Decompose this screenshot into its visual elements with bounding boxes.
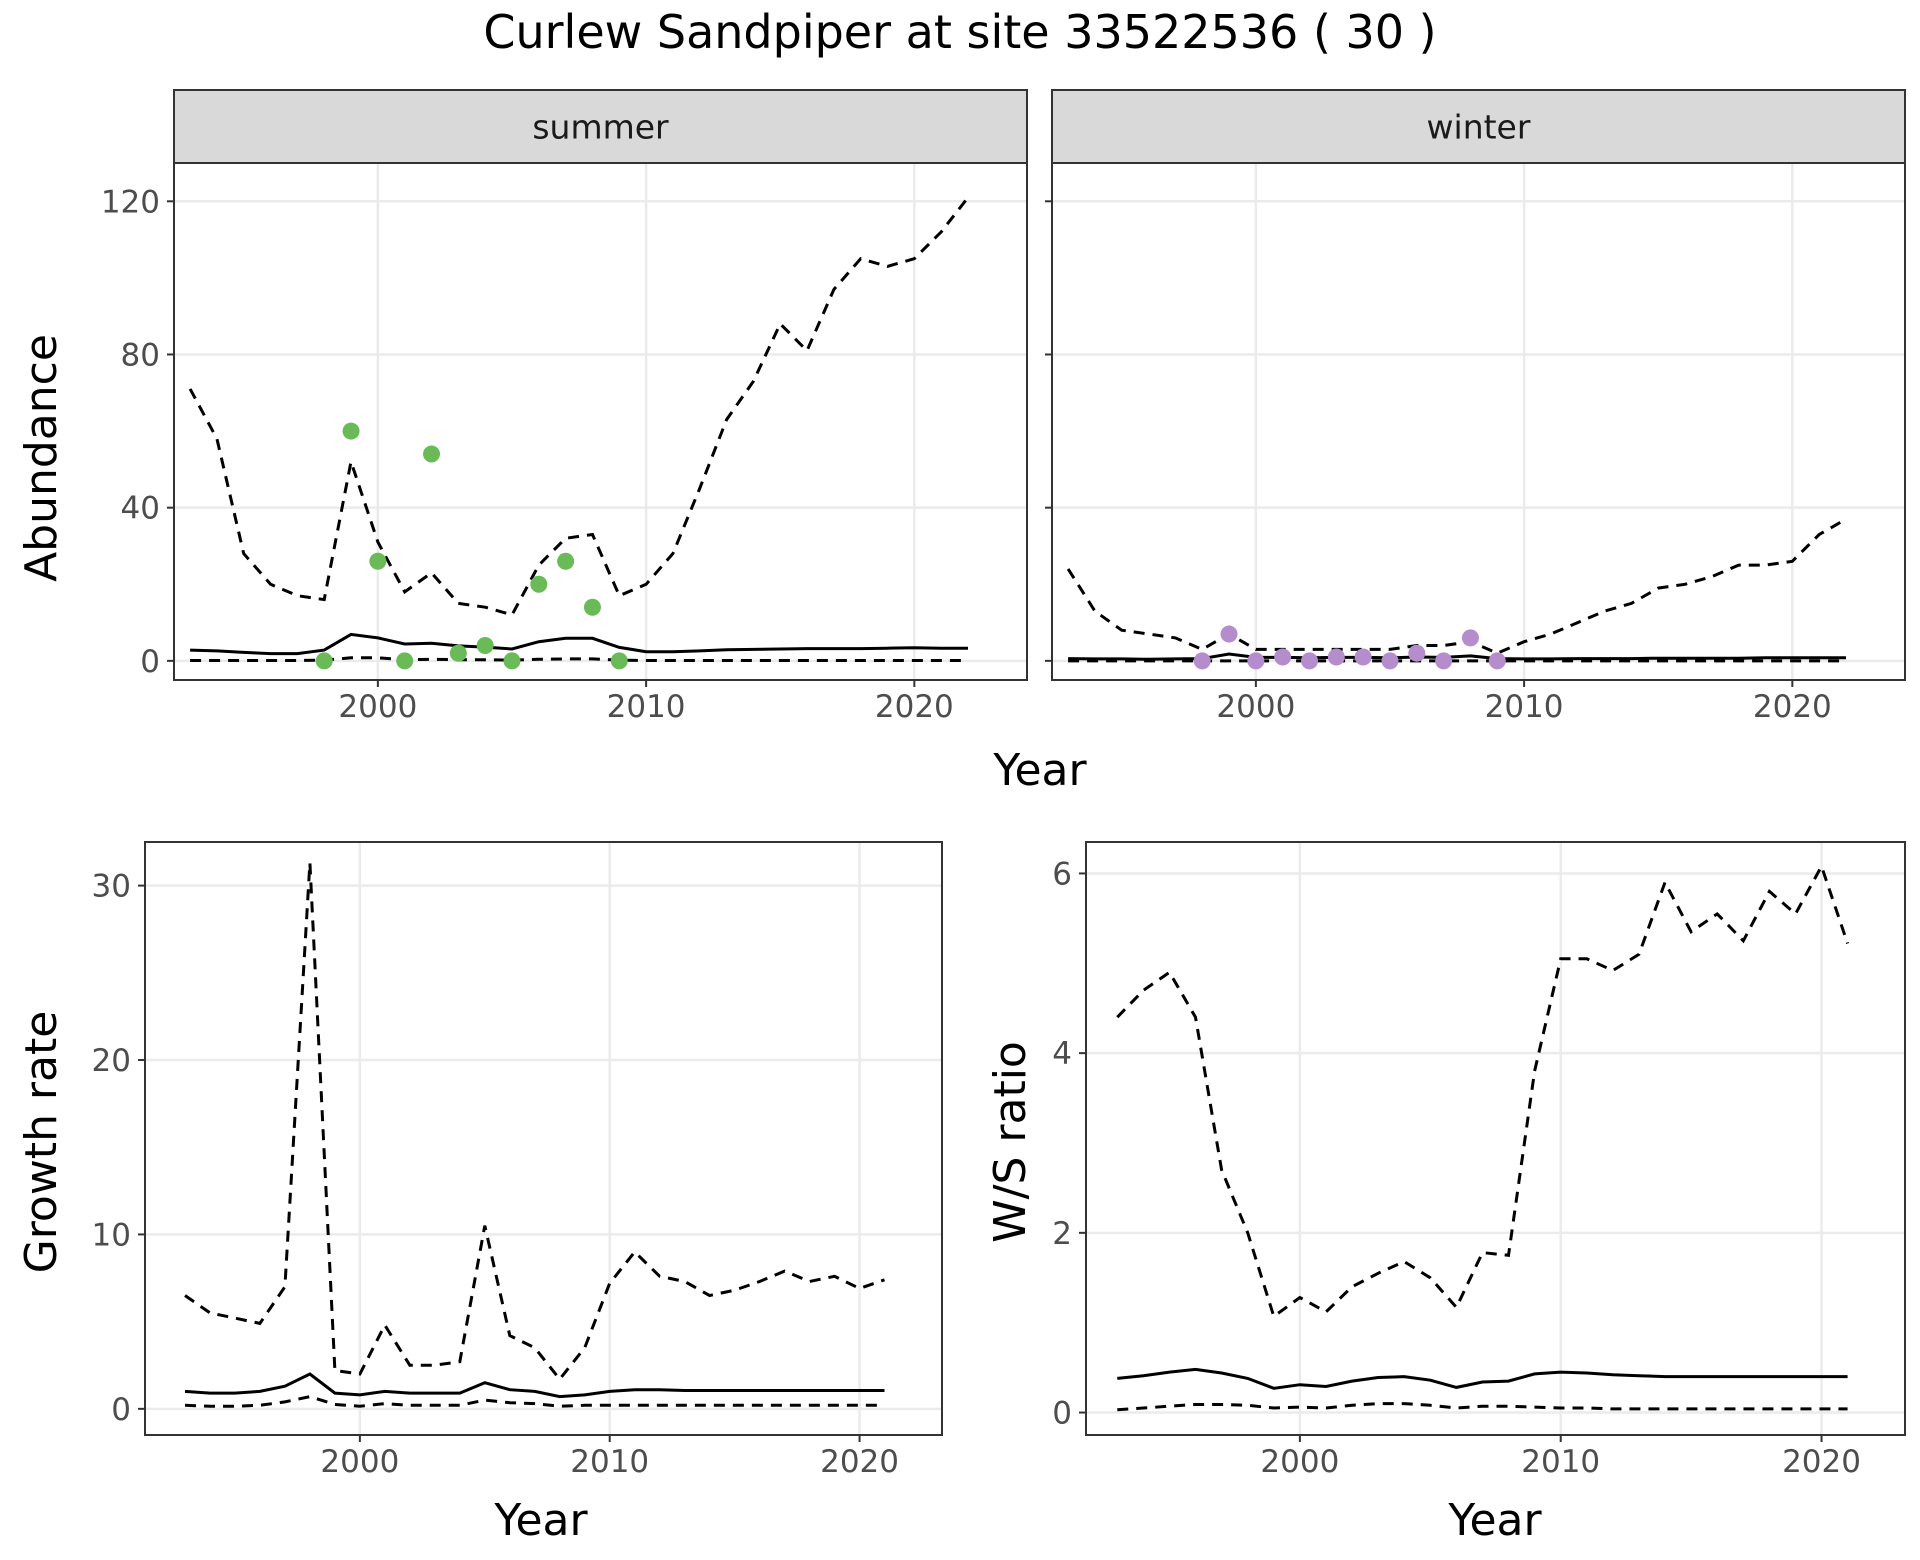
- growth-y-tick-label: 0: [111, 1392, 131, 1428]
- winter-observation-point: [1247, 652, 1265, 670]
- abundance-winter-panel: winter 2000 2010 2020: [1045, 89, 1906, 725]
- summer-x-tick-label: 2020: [875, 689, 954, 725]
- growth-lower-ci-line: [184, 1395, 885, 1408]
- winter-observation-point: [1435, 652, 1453, 670]
- winter-observation-point: [1327, 648, 1345, 666]
- winter-observation-point: [1193, 652, 1211, 670]
- growth-y-tick-label: 30: [92, 869, 131, 905]
- ws-ratio-panel: 2000 2010 2020 0 2 4 6: [1052, 841, 1906, 1480]
- growth-y-tick-label: 20: [92, 1043, 131, 1079]
- summer-y-tick-label: 40: [121, 491, 160, 527]
- summer-x-tick-label: 2000: [338, 689, 417, 725]
- summer-observation-point: [476, 637, 494, 655]
- winter-x-tick-label: 2000: [1216, 689, 1295, 725]
- ratio-y-tick-label: 6: [1052, 856, 1072, 892]
- ratio-panel-border: [1085, 841, 1906, 1436]
- growth-y-axis-title: Growth rate: [16, 1011, 67, 1274]
- abundance-y-axis-title: Abundance: [16, 334, 67, 582]
- summer-y-tick-label: 80: [121, 337, 160, 373]
- ratio-median-line: [1117, 1367, 1848, 1390]
- summer-observation-point: [583, 598, 601, 616]
- summer-lower-ci-line: [190, 656, 968, 662]
- winter-panel-border: [1051, 162, 1906, 681]
- summer-panel-border: [173, 162, 1028, 681]
- growth-median-line: [184, 1372, 885, 1399]
- ratio-x-tick-label: 2000: [1260, 1444, 1339, 1480]
- summer-median-line: [190, 632, 968, 656]
- summer-facet-label: summer: [532, 108, 669, 147]
- growth-panel-border: [144, 841, 943, 1436]
- growth-y-tick-label: 10: [92, 1217, 131, 1253]
- summer-upper-ci-line: [188, 196, 970, 617]
- winter-observation-point: [1461, 629, 1479, 647]
- winter-observation-point: [1381, 652, 1399, 670]
- winter-observation-point: [1274, 648, 1292, 666]
- growth-x-tick-label: 2020: [820, 1444, 899, 1480]
- ratio-y-tick-label: 4: [1052, 1036, 1072, 1072]
- winter-observation-point: [1408, 644, 1426, 662]
- summer-observation-point: [396, 652, 414, 670]
- ratio-lower-ci-line: [1117, 1402, 1848, 1412]
- winter-observation-point: [1301, 652, 1319, 670]
- summer-observation-point: [610, 652, 628, 670]
- summer-plot-area: [174, 163, 1027, 680]
- summer-x-tick-label: 2010: [607, 689, 686, 725]
- winter-upper-ci-line: [1066, 517, 1847, 655]
- winter-x-tick-label: 2020: [1753, 689, 1832, 725]
- ratio-y-tick-label: 2: [1052, 1216, 1072, 1252]
- growth-x-tick-label: 2010: [570, 1444, 649, 1480]
- growth-x-axis-title: Year: [493, 1495, 588, 1546]
- growth-x-tick-label: 2000: [320, 1444, 399, 1480]
- summer-observation-point: [503, 652, 521, 670]
- summer-observation-point: [369, 552, 387, 570]
- ratio-x-axis-title: Year: [1447, 1495, 1542, 1546]
- abundance-x-axis-title: Year: [992, 745, 1087, 796]
- ratio-x-tick-label: 2020: [1782, 1444, 1861, 1480]
- ratio-plot-area: [1086, 842, 1905, 1435]
- summer-observation-point: [315, 652, 333, 670]
- summer-facet-strip: [173, 89, 1028, 164]
- summer-observation-point: [449, 644, 467, 662]
- ratio-x-tick-label: 2010: [1521, 1444, 1600, 1480]
- summer-observation-point: [530, 575, 548, 593]
- chart-title: Curlew Sandpiper at site 33522536 ( 30 ): [483, 5, 1436, 59]
- summer-observation-point: [342, 422, 360, 440]
- winter-facet-label: winter: [1427, 108, 1531, 147]
- summer-y-tick-label: 120: [101, 184, 160, 220]
- summer-y-tick-label: 0: [140, 644, 160, 680]
- winter-x-tick-label: 2010: [1485, 689, 1564, 725]
- growth-rate-panel: 2000 2010 2020 0 10 20 30: [92, 841, 943, 1480]
- summer-observation-point: [557, 552, 575, 570]
- winter-facet-strip: [1051, 89, 1906, 164]
- winter-observation-point: [1220, 625, 1238, 643]
- winter-plot-area: [1052, 163, 1905, 680]
- summer-observation-point: [423, 445, 441, 463]
- winter-observation-point: [1354, 648, 1372, 666]
- growth-upper-ci-line: [184, 862, 885, 1382]
- ratio-y-axis-title: W/S ratio: [985, 1041, 1036, 1243]
- growth-plot-area: [145, 842, 942, 1435]
- winter-observation-point: [1488, 652, 1506, 670]
- ratio-y-tick-label: 0: [1052, 1396, 1072, 1432]
- abundance-summer-panel: summer 2000 2010 2020 0 40 80 120: [101, 89, 1028, 725]
